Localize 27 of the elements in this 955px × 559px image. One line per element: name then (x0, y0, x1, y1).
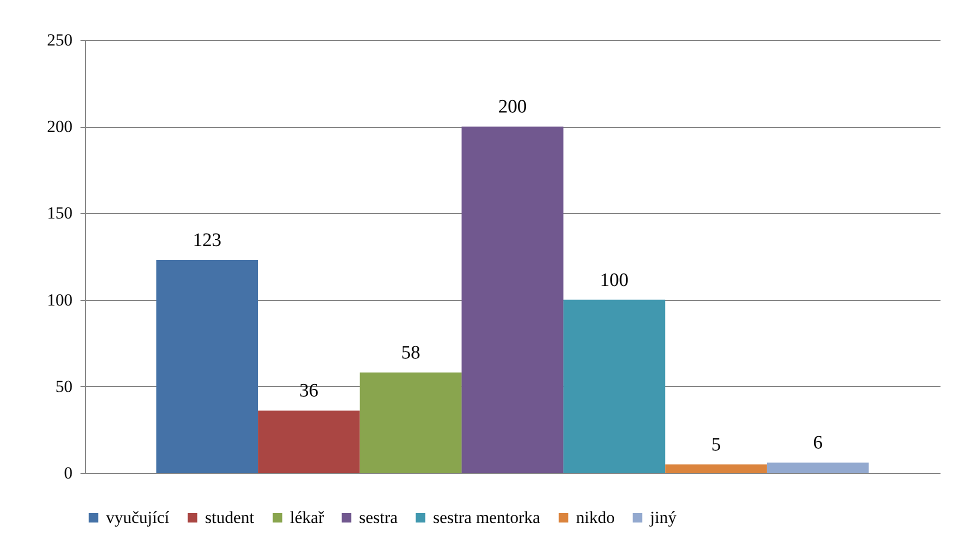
y-tick-label: 250 (47, 30, 72, 50)
legend-label: sestra (359, 508, 398, 527)
legend-label: vyučující (106, 508, 170, 527)
y-tick-label: 0 (64, 464, 72, 482)
y-tick-label: 150 (47, 204, 72, 223)
y-tick-label: 200 (47, 117, 72, 136)
legend-label: jiný (649, 508, 677, 527)
bar (258, 410, 360, 473)
legend-label: student (205, 508, 254, 527)
data-label: 6 (813, 432, 823, 454)
y-tick-label: 100 (47, 290, 72, 310)
y-tick-label: 50 (56, 376, 72, 396)
legend-label: sestra mentorka (433, 508, 541, 527)
data-label: 58 (401, 342, 420, 364)
bar (665, 464, 767, 473)
bar (563, 300, 666, 473)
bar (462, 126, 564, 473)
bar (156, 260, 258, 473)
bar (360, 372, 462, 473)
legend-label: nikdo (576, 508, 615, 527)
data-label: 200 (498, 96, 527, 118)
bar (766, 462, 869, 473)
legend-label: lékař (290, 508, 324, 527)
data-label: 36 (299, 380, 318, 402)
data-label: 5 (711, 434, 721, 456)
data-label: 100 (600, 270, 629, 291)
data-label: 123 (192, 230, 222, 251)
